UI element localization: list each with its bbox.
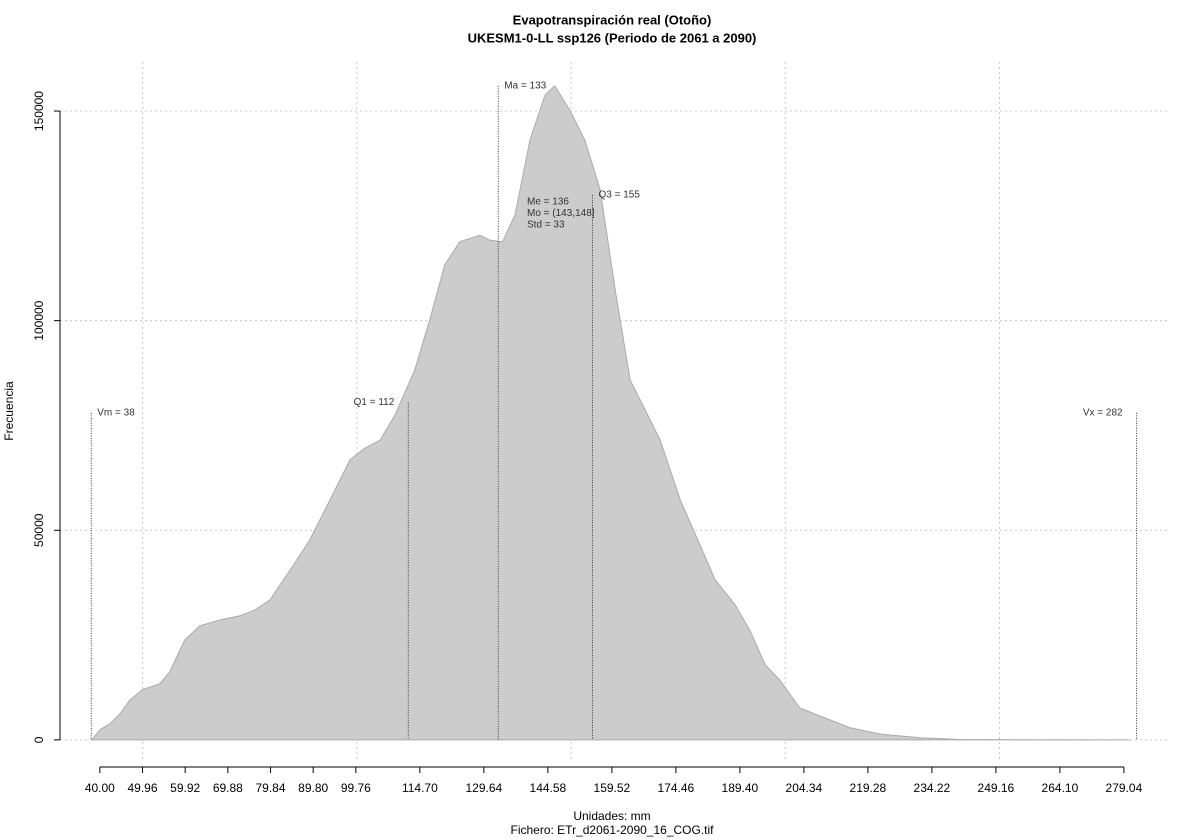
- chart-title: Evapotranspiración real (Otoño): [513, 12, 712, 27]
- stat-label: Q1 = 112: [354, 397, 395, 408]
- y-tick-label: 50000: [32, 513, 46, 547]
- x-tick-label: 40.00: [85, 781, 115, 795]
- x-tick-label: 189.40: [722, 781, 759, 795]
- x-tick-label: 144.58: [530, 781, 567, 795]
- stat-label: Vm = 38: [97, 408, 135, 419]
- x-tick-label: 219.28: [850, 781, 887, 795]
- x-tick-label: 89.80: [298, 781, 328, 795]
- x-axis-label: Unidades: mm: [573, 809, 650, 823]
- stat-label: Q3 = 155: [599, 190, 641, 201]
- y-axis-label: Frecuencia: [2, 381, 16, 441]
- chart-subtitle: UKESM1-0-LL ssp126 (Periodo de 2061 a 20…: [468, 30, 757, 45]
- footer: Fichero: ETr_d2061-2090_16_COG.tif: [511, 823, 715, 837]
- x-tick-label: 99.76: [341, 781, 371, 795]
- stat-label: Ma = 133: [504, 81, 546, 92]
- x-tick-label: 279.04: [1106, 781, 1143, 795]
- y-tick-label: 150000: [32, 91, 46, 131]
- x-tick-label: 129.64: [466, 781, 503, 795]
- density-area: [90, 85, 1130, 741]
- x-tick-label: 174.46: [658, 781, 695, 795]
- x-tick-label: 49.96: [127, 781, 157, 795]
- stat-text: Std = 33: [527, 220, 565, 231]
- x-tick-label: 264.10: [1042, 781, 1079, 795]
- y-tick-label: 0: [32, 736, 46, 743]
- y-tick-label: 100000: [32, 300, 46, 340]
- stat-text: Me = 136: [527, 197, 569, 208]
- x-tick-label: 249.16: [978, 781, 1015, 795]
- x-tick-label: 79.84: [256, 781, 286, 795]
- x-tick-label: 59.92: [170, 781, 200, 795]
- x-tick-label: 69.88: [213, 781, 243, 795]
- stat-label: Vx = 282: [1083, 408, 1123, 419]
- x-tick-label: 159.52: [594, 781, 631, 795]
- x-tick-label: 234.22: [914, 781, 951, 795]
- x-tick-label: 114.70: [402, 781, 438, 795]
- stat-text: Mo = (143,148]: [527, 208, 595, 219]
- x-tick-label: 204.34: [786, 781, 823, 795]
